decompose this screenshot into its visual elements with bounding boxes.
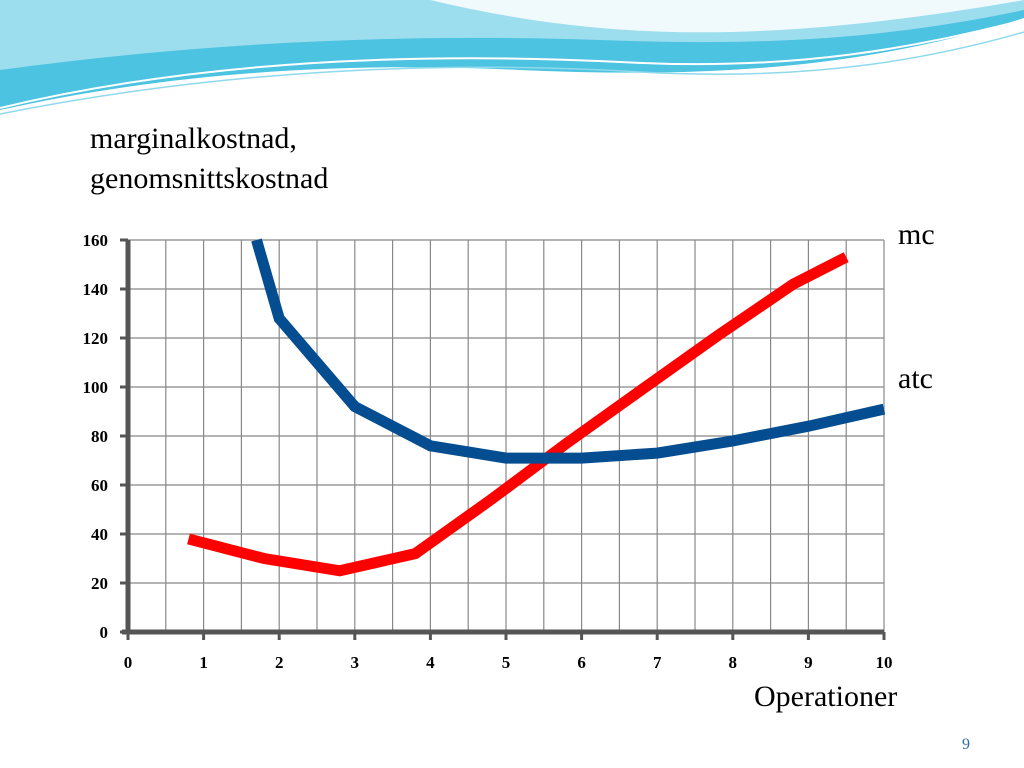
y-tick-label: 80 (91, 427, 108, 446)
x-tick-label: 3 (351, 653, 360, 672)
y-tick-label: 120 (83, 329, 109, 348)
y-tick-label: 160 (83, 231, 109, 250)
series-line-atc (251, 238, 886, 464)
series-label-atc: atc (898, 362, 933, 395)
y-ticks: 0 20 40 60 80 100 120 140 160 (83, 231, 109, 642)
x-tick-label: 5 (502, 653, 511, 672)
page-number: 9 (962, 736, 970, 753)
series (187, 238, 886, 577)
x-tick-label: 4 (426, 653, 435, 672)
y-tick-label: 140 (83, 280, 109, 299)
y-tick-label: 20 (91, 574, 108, 593)
wave-white-band (430, 0, 1024, 33)
wave-header (0, 0, 1024, 115)
series-line-mc (187, 252, 849, 577)
y-tick-label: 0 (100, 623, 109, 642)
series-label-mc: mc (898, 218, 935, 251)
x-ticks: 0 1 2 3 4 5 6 7 8 9 10 (124, 653, 893, 672)
y-tick-label: 100 (83, 378, 109, 397)
axes (120, 238, 886, 640)
x-tick-label: 7 (653, 653, 662, 672)
y-axis-label-line-2: genomsnittskostnad (90, 162, 329, 195)
y-axis-label-line-1: marginalkostnad, (90, 122, 297, 155)
x-tick-label: 0 (124, 653, 133, 672)
x-tick-label: 2 (275, 653, 284, 672)
y-tick-label: 60 (91, 476, 108, 495)
wave-thin-line-2 (0, 31, 1024, 115)
x-tick-label: 9 (804, 653, 813, 672)
x-tick-label: 10 (876, 653, 893, 672)
x-tick-label: 6 (577, 653, 586, 672)
x-tick-label: 1 (199, 653, 208, 672)
y-tick-label: 40 (91, 525, 108, 544)
wave-thin-line-1 (0, 19, 1024, 109)
x-tick-label: 8 (729, 653, 738, 672)
x-axis-label: Operationer (754, 680, 898, 713)
